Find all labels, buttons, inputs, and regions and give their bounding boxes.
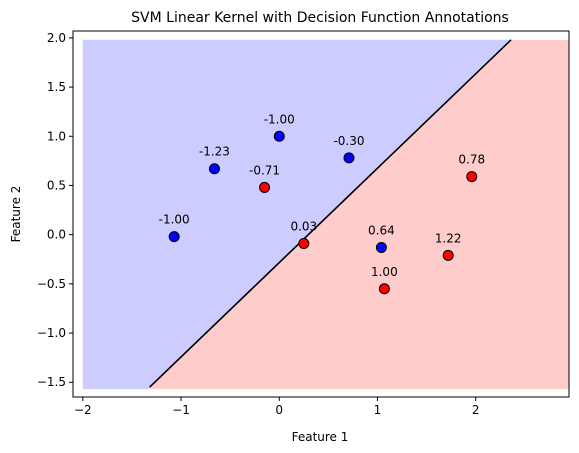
data-point-blue (168, 231, 180, 243)
data-point-red (378, 283, 390, 295)
decision-value-label: -1.00 (159, 213, 190, 227)
decision-boundary-line (149, 39, 512, 388)
data-point-blue (208, 163, 220, 175)
x-tick-label: −2 (74, 403, 92, 417)
x-tick-label: 0 (275, 403, 283, 417)
decision-value-label: -1.00 (264, 112, 295, 126)
decision-value-label: 0.03 (290, 220, 317, 234)
x-tick-label: 1 (374, 403, 382, 417)
x-tick-label: 2 (472, 403, 480, 417)
y-tick-label: 2.0 (47, 31, 66, 45)
axes-frame (72, 30, 570, 398)
decision-value-label: 1.22 (435, 231, 462, 245)
decision-value-label: 1.00 (371, 265, 398, 279)
data-point-red (298, 238, 310, 250)
y-tick-label: −0.5 (37, 277, 66, 291)
data-point-red (259, 181, 271, 193)
decision-value-label: -1.23 (199, 145, 230, 159)
data-point-blue (273, 130, 285, 142)
y-tick-label: 1.5 (47, 80, 66, 94)
data-point-red (442, 249, 454, 261)
x-axis-label: Feature 1 (292, 430, 349, 444)
region-negative (82, 39, 512, 390)
y-tick-label: 0.0 (47, 228, 66, 242)
decision-value-label: -0.30 (333, 134, 364, 148)
y-tick-label: 0.5 (47, 178, 66, 192)
decision-value-label: -0.71 (249, 163, 280, 177)
y-axis-label: Feature 2 (9, 186, 23, 243)
decision-value-label: 0.78 (458, 153, 485, 167)
x-tick-label: −1 (172, 403, 190, 417)
data-point-red (466, 171, 478, 183)
chart-title: SVM Linear Kernel with Decision Function… (131, 10, 509, 26)
y-tick-label: −1.5 (37, 375, 66, 389)
data-point-blue (375, 241, 387, 253)
y-tick-label: 1.0 (47, 129, 66, 143)
decision-value-label: 0.64 (368, 223, 395, 237)
plot-area: −2 −1 0 1 2 −1.5 −1.0 −0.5 0.0 0.5 1.0 1.5 2.0 -1.00 -… (37, 30, 570, 417)
y-tick-label: −1.0 (37, 326, 66, 340)
data-point-blue (343, 152, 355, 164)
